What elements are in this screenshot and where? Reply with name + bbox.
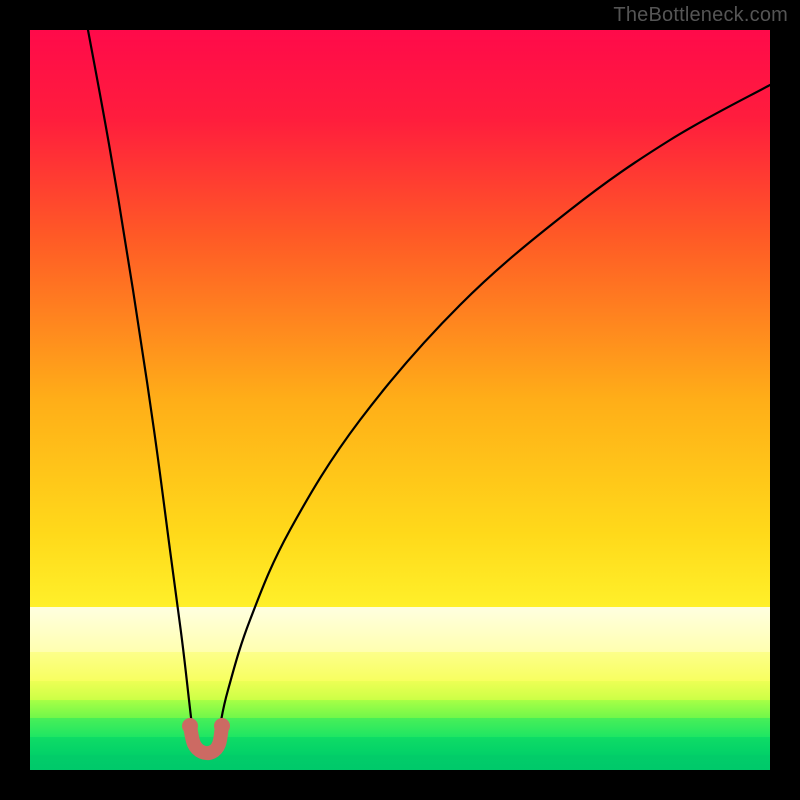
bottleneck-dip-start	[182, 718, 198, 734]
bottleneck-dip-end	[214, 718, 230, 734]
chart-area	[30, 30, 770, 770]
curve-left	[88, 30, 192, 726]
watermark-text: TheBottleneck.com	[613, 4, 788, 27]
chart-curves	[30, 30, 770, 770]
curve-right	[220, 85, 770, 726]
